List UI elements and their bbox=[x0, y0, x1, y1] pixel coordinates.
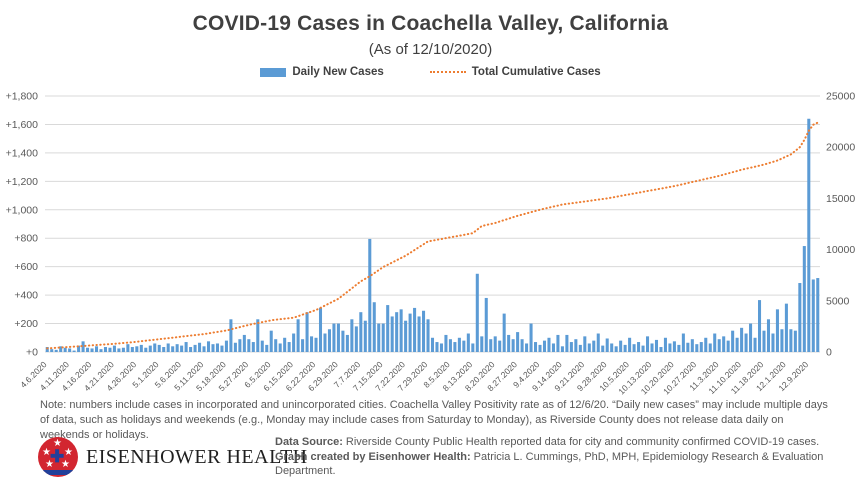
svg-text:+200: +200 bbox=[14, 318, 38, 330]
legend-cumulative-label: Total Cumulative Cases bbox=[471, 66, 601, 78]
footnote-text: Note: numbers include cases in incorpora… bbox=[40, 399, 828, 442]
star-icon: ★ bbox=[53, 438, 62, 449]
star-icon: ★ bbox=[42, 447, 51, 458]
svg-text:15000: 15000 bbox=[826, 193, 855, 205]
legend-total-cumulative-cases: Total Cumulative Cases bbox=[429, 66, 601, 78]
data-source-text: Riverside County Public Health reported … bbox=[342, 436, 820, 448]
svg-text:5000: 5000 bbox=[826, 295, 850, 307]
svg-text:25000: 25000 bbox=[826, 91, 855, 103]
svg-text:+1,000: +1,000 bbox=[6, 204, 39, 216]
svg-text:+600: +600 bbox=[14, 261, 38, 273]
logo-emblem-icon: ★ ★ ★ ★ ★ ✚ bbox=[38, 437, 78, 477]
covid-cases-chart-svg: +0 +200 +400 +600 +800 +1,000 +1,200 +1,400 +1,6… bbox=[6, 91, 856, 397]
chart-legend: Daily New Cases Total Cumulative Cases bbox=[0, 66, 861, 78]
credit-text: Patricia L. Cummings, PhD, MPH, Epidemio… bbox=[275, 450, 824, 478]
svg-text:+1,200: +1,200 bbox=[6, 176, 39, 188]
legend-daily-new-cases: Daily New Cases bbox=[260, 66, 384, 78]
svg-text:+400: +400 bbox=[14, 290, 38, 302]
logo-wordmark: Eisenhower Health bbox=[86, 445, 308, 468]
page-subtitle: (As of 12/10/2020) bbox=[368, 41, 493, 58]
star-icon: ★ bbox=[45, 459, 54, 470]
credit-line: Graph created by Eisenhower Health: Patr… bbox=[275, 450, 835, 479]
svg-text:+800: +800 bbox=[14, 233, 38, 245]
chart-area: +0 +200 +400 +600 +800 +1,000 +1,200 +1,400 +1,6… bbox=[0, 86, 861, 398]
svg-text:+1,800: +1,800 bbox=[6, 91, 39, 103]
logo-band bbox=[38, 470, 78, 475]
star-icon: ★ bbox=[64, 447, 73, 458]
svg-text:0: 0 bbox=[826, 347, 832, 359]
footer-credits: Data Source: Riverside County Public Hea… bbox=[275, 435, 835, 479]
data-source-label: Data Source: bbox=[275, 436, 343, 448]
svg-text:+1,400: +1,400 bbox=[6, 147, 39, 159]
svg-text:10000: 10000 bbox=[826, 244, 855, 256]
eisenhower-health-logo: ★ ★ ★ ★ ★ ✚ Eisenhower Health bbox=[38, 437, 308, 477]
medical-cross-icon: ✚ bbox=[50, 447, 65, 466]
credit-label: Graph created by Eisenhower Health: bbox=[275, 450, 471, 463]
star-icon: ★ bbox=[61, 459, 70, 470]
svg-text:20000: 20000 bbox=[826, 142, 855, 154]
dotted-line-swatch-icon bbox=[429, 71, 466, 73]
data-source-line: Data Source: Riverside County Public Hea… bbox=[275, 435, 835, 450]
bar-swatch-icon bbox=[260, 67, 287, 77]
legend-daily-label: Daily New Cases bbox=[292, 66, 384, 78]
svg-text:+1,600: +1,600 bbox=[6, 119, 39, 131]
page-title: COVID-19 Cases in Coachella Valley, Cali… bbox=[192, 12, 669, 35]
svg-text:+0: +0 bbox=[26, 347, 38, 359]
